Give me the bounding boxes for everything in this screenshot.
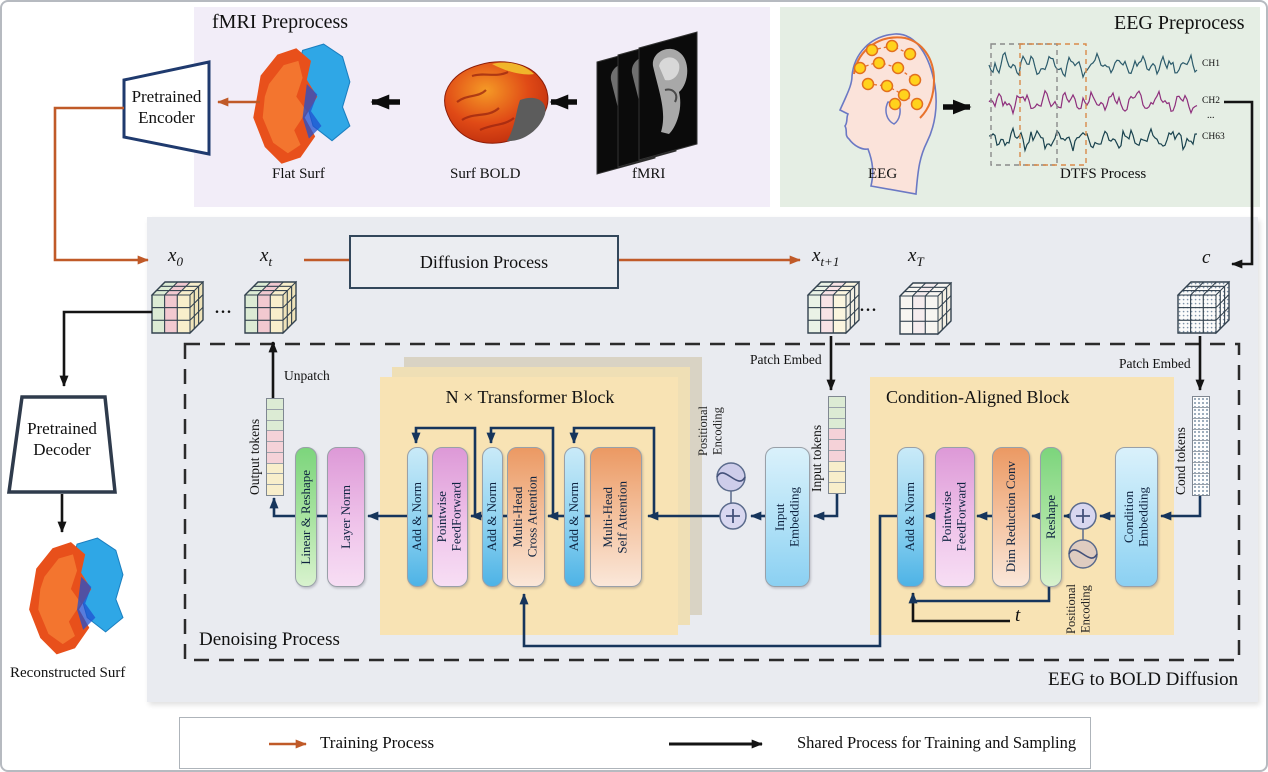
eeg-panel-title: EEG Preprocess [1114,12,1245,34]
patch-embed-label-left: Patch Embed [750,352,822,367]
pointwise-feedforward-pill: Pointwise FeedForward [432,447,468,587]
flat-surf-caption: Flat Surf [272,166,325,182]
output-tokens-label: Output tokens [247,418,262,495]
ch1-label: CH1 [1202,59,1220,69]
dtfs-window-orange [1019,43,1087,166]
decoder-line1: Pretrained [27,419,97,438]
legend-shared-label: Shared Process for Training and Sampling [797,733,1077,752]
ch2-label: CH2 [1202,96,1220,106]
decoder-line2: Decoder [33,440,91,460]
eeg-waveform [988,126,1198,153]
eeg-to-bold-label: EEG to BOLD Diffusion [1048,669,1239,690]
t-label: t [1015,605,1021,626]
input-embedding-pill: Input Embedding [765,447,810,587]
layer-norm-pill: Layer Norm [327,447,365,587]
surf-bold-caption: Surf BOLD [450,166,521,182]
input-tokens-label: Input tokens [809,424,824,492]
condition-embedding-pill: Condition Embedding [1115,447,1158,587]
eeg-head-shape [838,33,937,195]
latent-cube [243,280,298,335]
cond-tokens-column [1192,396,1210,496]
legend-training-label: Training Process [320,733,435,752]
latent-cube [898,281,953,336]
ch63-label: CH63 [1202,132,1225,142]
linear-reshape-pill: Linear & Reshape [295,447,317,587]
c-label: c [1202,247,1211,268]
encoder-line1: Pretrained [131,87,202,106]
dtfs-window-gray [990,43,1058,166]
legend-box [179,717,1091,769]
dim-reduction-conv-pill: Dim Reduction Conv [992,447,1030,587]
condition-block-title: Condition-Aligned Block [886,387,1070,407]
latent-cube [806,280,861,335]
output-tokens-column [266,398,284,496]
denoising-process-label: Denoising Process [199,629,340,650]
reshape-pill: Reshape [1040,447,1062,587]
diffusion-process-box: Diffusion Process [349,235,619,289]
patch-embed-label-right: Patch Embed [1119,356,1191,371]
add-norm-3-pill: Add & Norm [564,447,585,587]
denoising-process-border [183,342,1241,662]
x0-label: x0 [168,245,183,269]
pointwise-feedforward-2-pill: Pointwise FeedForward [935,447,975,587]
pretrained-decoder-shape [6,395,117,494]
reconstructed-surf-caption: Reconstructed Surf [10,665,126,681]
cube-ellipsis-left: ... [215,300,233,317]
eeg-caption: EEG [868,166,898,182]
cube-ellipsis-right: ... [860,298,878,315]
multi-head-self-attention-pill: Multi-Head Self Attention [590,447,642,587]
xt-label: xt [260,245,273,269]
xt1-label: xt+1 [812,245,840,269]
diffusion-process-label: Diffusion Process [419,251,549,272]
pretrained-encoder-label: Pretrained Encoder [124,86,209,129]
multi-head-cross-attention-pill: Multi-Head Cross Attention [507,447,545,587]
add-norm-4-pill: Add & Norm [897,447,924,587]
unpatch-label: Unpatch [284,368,330,383]
transformer-block-title: N × Transformer Block [445,387,615,407]
add-norm-1-pill: Add & Norm [407,447,428,587]
encoder-line2: Encoder [138,108,195,128]
pretrained-decoder-label: Pretrained Decoder [16,418,108,461]
latent-cube [1176,280,1231,335]
fmri-caption: fMRI [632,166,666,182]
channel-ellipsis: ... [1207,110,1215,121]
eeg-waveform [988,51,1198,80]
pretrained-encoder-shape [122,60,211,156]
latent-cube [150,280,205,335]
cond-tokens-label: Cond tokens [1173,427,1188,495]
fmri-slice [638,31,698,161]
fmri-panel-title: fMRI Preprocess [212,11,349,33]
positional-encoding-label-right: Positional Encoding [1064,584,1093,635]
xT-label: xT [908,245,924,269]
eeg-waveform [988,89,1198,116]
input-tokens-column [828,396,846,494]
positional-encoding-label-left: Positional Encoding [696,406,725,457]
add-norm-2-pill: Add & Norm [482,447,503,587]
dtfs-caption: DTFS Process [1060,166,1147,182]
